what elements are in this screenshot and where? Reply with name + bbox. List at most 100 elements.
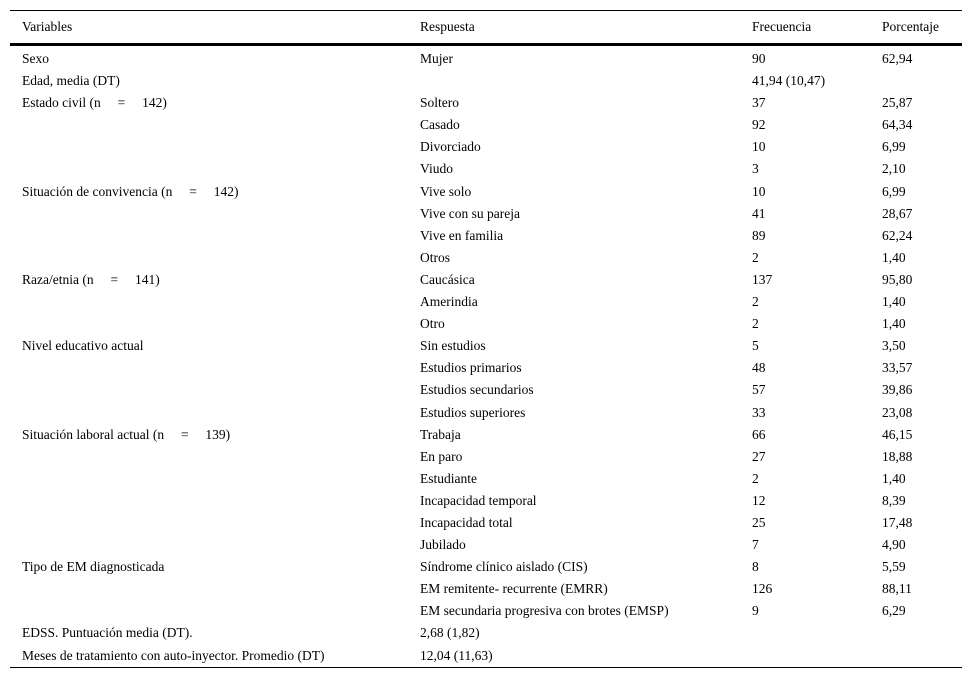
column-header-frecuencia: Frecuencia [740, 10, 870, 46]
table-row: Incapacidad temporal 12 8,39 [10, 490, 962, 512]
cell-porcentaje: 33,57 [882, 360, 913, 376]
cell-frecuencia: 2 [752, 470, 759, 486]
cell-variable: Edad, media (DT) [22, 73, 120, 89]
cell-frecuencia: 89 [752, 227, 766, 243]
cell-variable: Situación de convivencia (n = 142) [22, 183, 239, 199]
cell-respuesta: Viudo [420, 161, 453, 177]
cell-frecuencia: 7 [752, 537, 759, 553]
table-row: EM secundaria progresiva con brotes (EMS… [10, 600, 962, 622]
cell-frecuencia: 37 [752, 95, 766, 111]
cell-porcentaje: 39,86 [882, 382, 913, 398]
table-row: Raza/etnia (n = 141) Caucásica 137 95,80 [10, 269, 962, 291]
cell-frecuencia: 10 [752, 139, 766, 155]
cell-respuesta: Divorciado [420, 139, 481, 155]
cell-variable [10, 313, 408, 335]
cell-respuesta: Síndrome clínico aislado (CIS) [420, 559, 588, 575]
cell-frecuencia [740, 645, 870, 668]
table-row: Estudios secundarios 57 39,86 [10, 379, 962, 401]
cell-porcentaje [870, 70, 962, 92]
column-header-variables: Variables [10, 10, 408, 46]
cell-frecuencia: 27 [752, 448, 766, 464]
cell-respuesta: Estudios primarios [420, 360, 522, 376]
table-row: EDSS. Puntuación media (DT). 2,68 (1,82) [10, 622, 962, 644]
cell-porcentaje: 1,40 [882, 294, 906, 310]
table-row: Estado civil (n = 142) Soltero 37 25,87 [10, 92, 962, 114]
cell-frecuencia: 25 [752, 514, 766, 530]
cell-frecuencia: 2 [752, 294, 759, 310]
table-row: Otros 2 1,40 [10, 247, 962, 269]
cell-porcentaje: 1,40 [882, 249, 906, 265]
cell-porcentaje: 46,15 [882, 426, 913, 442]
cell-frecuencia: 12 [752, 492, 766, 508]
table-row: Situación de convivencia (n = 142) Vive … [10, 181, 962, 203]
cell-porcentaje [870, 645, 962, 668]
cell-respuesta: Sin estudios [420, 338, 486, 354]
table-header: Variables Respuesta Frecuencia Porcentaj… [10, 10, 962, 46]
table-row: Jubilado 7 4,90 [10, 534, 962, 556]
cell-variable: Nivel educativo actual [22, 338, 144, 354]
cell-respuesta: 12,04 (11,63) [420, 647, 493, 663]
cell-porcentaje: 1,40 [882, 316, 906, 332]
cell-variable [10, 578, 408, 600]
table-row: Edad, media (DT) 41,94 (10,47) [10, 70, 962, 92]
cell-porcentaje: 28,67 [882, 205, 913, 221]
cell-frecuencia: 137 [752, 271, 773, 287]
cell-variable [10, 136, 408, 158]
table-row: Meses de tratamiento con auto-inyector. … [10, 645, 962, 668]
cell-frecuencia: 10 [752, 183, 766, 199]
cell-respuesta: Vive en familia [420, 227, 504, 243]
cell-variable: Raza/etnia (n = 141) [22, 271, 160, 287]
cell-variable [10, 158, 408, 180]
cell-variable [10, 379, 408, 401]
cell-porcentaje: 4,90 [882, 537, 906, 553]
cell-frecuencia: 48 [752, 360, 766, 376]
cell-variable [10, 490, 408, 512]
table-row: Situación laboral actual (n = 139) Traba… [10, 424, 962, 446]
cell-variable [10, 534, 408, 556]
cell-porcentaje: 62,24 [882, 227, 913, 243]
cell-variable [10, 291, 408, 313]
cell-frecuencia [740, 622, 870, 644]
cell-variable: Estado civil (n = 142) [22, 95, 167, 111]
cell-variable: Sexo [22, 51, 49, 66]
cell-variable [10, 402, 408, 424]
cell-respuesta: Caucásica [420, 271, 475, 287]
cell-respuesta: Vive solo [420, 183, 472, 199]
cell-variable [10, 512, 408, 534]
cell-porcentaje: 6,99 [882, 139, 906, 155]
cell-porcentaje: 18,88 [882, 448, 913, 464]
cell-frecuencia: 66 [752, 426, 766, 442]
cell-respuesta: EM secundaria progresiva con brotes (EMS… [420, 603, 669, 619]
cell-variable: Meses de tratamiento con auto-inyector. … [22, 647, 325, 663]
cell-respuesta: Estudiante [420, 470, 477, 486]
cell-porcentaje [870, 622, 962, 644]
table-row: Vive con su pareja 41 28,67 [10, 203, 962, 225]
cell-variable [10, 225, 408, 247]
cell-porcentaje: 95,80 [882, 271, 913, 287]
cell-respuesta: 2,68 (1,82) [420, 625, 480, 641]
table-row: Vive en familia 89 62,24 [10, 225, 962, 247]
header-row: Variables Respuesta Frecuencia Porcentaj… [10, 10, 962, 46]
cell-respuesta: EM remitente- recurrente (EMRR) [420, 581, 608, 597]
cell-frecuencia: 90 [752, 51, 766, 66]
cell-porcentaje: 5,59 [882, 559, 906, 575]
cell-respuesta: Incapacidad total [420, 514, 513, 530]
table-row: Nivel educativo actual Sin estudios 5 3,… [10, 335, 962, 357]
table-row: Otro 2 1,40 [10, 313, 962, 335]
cell-respuesta: Mujer [420, 51, 453, 66]
cell-frecuencia: 33 [752, 404, 766, 420]
table-row: Divorciado 10 6,99 [10, 136, 962, 158]
cell-respuesta: Casado [420, 117, 460, 133]
cell-frecuencia: 41 [752, 205, 766, 221]
column-header-porcentaje: Porcentaje [870, 10, 962, 46]
cell-variable [10, 446, 408, 468]
table-row: Tipo de EM diagnosticada Síndrome clínic… [10, 556, 962, 578]
cell-frecuencia: 2 [752, 249, 759, 265]
cell-respuesta: Trabaja [420, 426, 461, 442]
cell-frecuencia: 2 [752, 316, 759, 332]
cell-variable: EDSS. Puntuación media (DT). [22, 625, 193, 641]
cell-respuesta: Soltero [420, 95, 459, 111]
cell-frecuencia: 9 [752, 603, 759, 619]
cell-respuesta: Amerindia [420, 294, 478, 310]
